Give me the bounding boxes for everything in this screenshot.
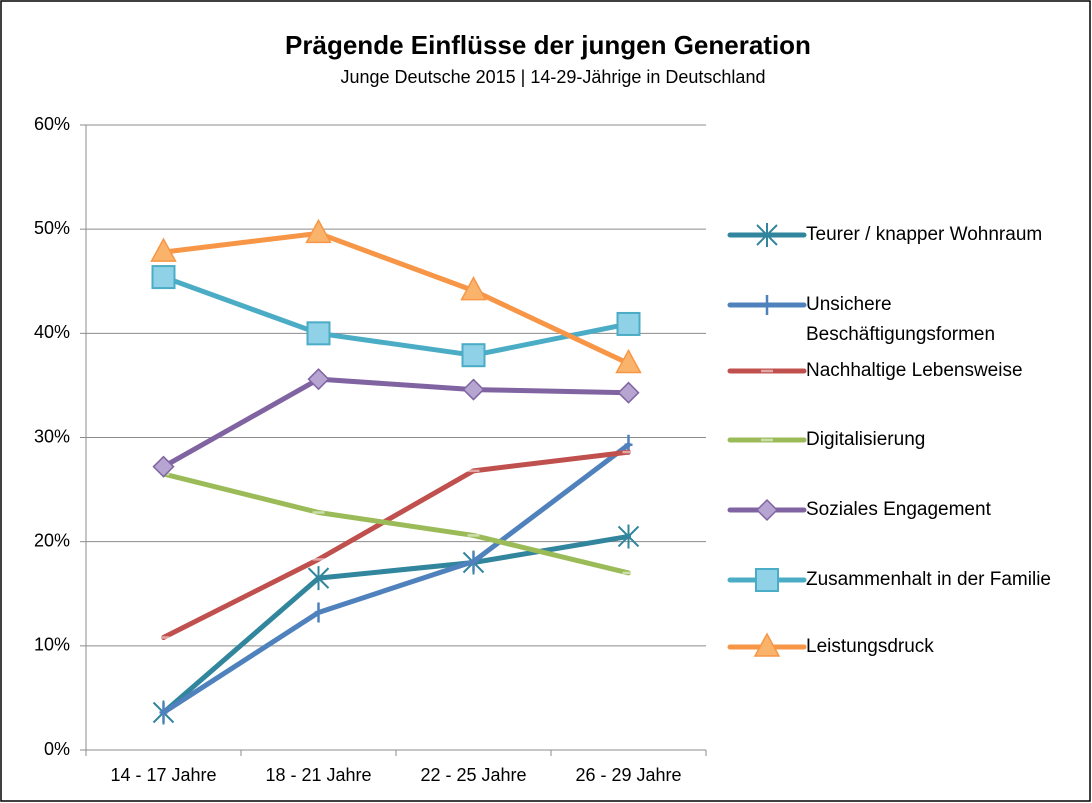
- x-tick-label: 26 - 29 Jahre: [575, 765, 681, 785]
- chart-subtitle: Junge Deutsche 2015 | 14-29-Jährige in D…: [341, 67, 766, 87]
- marker: [462, 378, 485, 401]
- marker: [151, 265, 176, 290]
- legend-marker: [755, 498, 779, 522]
- marker: [617, 381, 640, 404]
- legend-label: Zusammenhalt in der Familie: [806, 569, 1051, 590]
- series-line: [161, 442, 631, 715]
- legend-marker: [756, 223, 778, 247]
- marker: [615, 348, 642, 374]
- marker: [314, 602, 323, 623]
- series-line: [161, 449, 631, 640]
- marker: [617, 524, 640, 549]
- y-tick-label: 50%: [34, 218, 70, 238]
- x-tick-label: 14 - 17 Jahre: [110, 765, 216, 785]
- legend-label: Digitalisierung: [806, 429, 926, 450]
- series-line: [161, 376, 631, 470]
- series-line: [161, 230, 631, 367]
- legend-label: Leistungsdruck: [806, 636, 934, 657]
- marker: [306, 321, 331, 346]
- marker: [307, 368, 330, 391]
- marker: [469, 551, 478, 572]
- x-tick-label: 22 - 25 Jahre: [420, 765, 526, 785]
- y-tick-label: 30%: [34, 426, 70, 446]
- series-line: [161, 471, 631, 576]
- series-line: [161, 274, 631, 358]
- marker: [152, 455, 175, 478]
- legend-label: Soziales Engagement: [806, 499, 991, 520]
- y-tick-label: 10%: [34, 635, 70, 655]
- legend-label: Teurer / knapper Wohnraum: [806, 224, 1043, 245]
- marker: [616, 311, 641, 336]
- x-tick-label: 18 - 21 Jahre: [265, 765, 371, 785]
- legend-label: Nachhaltige Lebensweise: [806, 360, 1023, 381]
- legend-label: Unsichere Beschäftigungsformen: [806, 294, 996, 345]
- y-tick-label: 0%: [44, 739, 70, 759]
- legend-marker: [755, 568, 779, 592]
- y-tick-label: 20%: [34, 530, 70, 550]
- legend-marker: [763, 295, 771, 315]
- series-line: [161, 533, 631, 715]
- marker: [461, 343, 486, 368]
- legend-marker: [753, 632, 781, 657]
- y-tick-label: 60%: [34, 114, 70, 134]
- marker: [150, 237, 177, 262]
- marker: [460, 276, 487, 301]
- chart-title: Prägende Einflüsse der jungen Generation: [285, 30, 811, 60]
- y-tick-label: 40%: [34, 322, 70, 342]
- marker: [159, 702, 168, 723]
- marker: [307, 566, 330, 591]
- marker: [305, 218, 332, 244]
